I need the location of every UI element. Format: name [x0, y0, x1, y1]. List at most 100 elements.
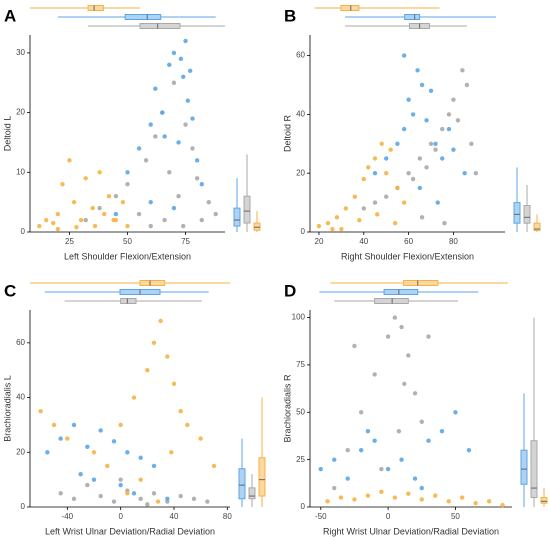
point: [45, 450, 50, 455]
point: [181, 74, 186, 79]
point: [459, 495, 465, 500]
point: [183, 38, 188, 44]
x-box: [340, 5, 360, 11]
point: [58, 436, 63, 441]
y-tick-label: 60: [296, 51, 305, 60]
point: [428, 141, 434, 146]
point: [345, 476, 350, 481]
point: [338, 495, 344, 500]
point: [85, 482, 90, 488]
point: [194, 158, 200, 163]
point: [176, 140, 181, 145]
point: [439, 429, 445, 434]
point: [385, 334, 391, 339]
point: [419, 215, 425, 220]
y-tick-label: 0: [301, 227, 306, 236]
x-tick-label: 20: [315, 237, 324, 246]
point: [171, 50, 177, 56]
point: [415, 68, 420, 73]
point: [178, 56, 184, 62]
point: [138, 477, 143, 482]
point: [372, 372, 377, 377]
point: [446, 112, 452, 117]
y-tick-label: 0: [21, 227, 26, 236]
point: [205, 499, 210, 504]
x-tick-label: 80: [449, 237, 458, 246]
point: [211, 463, 217, 469]
point: [428, 88, 434, 94]
y-tick-label: 20: [16, 108, 25, 117]
point: [138, 455, 143, 460]
point: [136, 146, 142, 151]
point: [358, 447, 364, 453]
point: [361, 206, 366, 211]
point: [91, 450, 97, 455]
point: [160, 110, 165, 115]
point: [185, 422, 190, 428]
y-box: [253, 222, 261, 231]
point: [118, 422, 123, 428]
point: [343, 206, 349, 211]
point: [399, 457, 404, 462]
point: [332, 485, 337, 491]
y-box: [530, 440, 538, 499]
point: [372, 156, 378, 161]
y-tick-label: 100: [292, 313, 306, 322]
point: [440, 156, 445, 161]
point: [67, 158, 72, 163]
point: [388, 147, 393, 152]
point: [325, 220, 331, 226]
point: [97, 205, 102, 211]
point: [162, 217, 167, 223]
x-box: [139, 280, 166, 286]
point: [412, 476, 418, 481]
point: [83, 217, 88, 223]
point: [55, 211, 61, 217]
point: [433, 141, 438, 146]
x-tick-label: 0: [118, 512, 123, 521]
point: [131, 491, 137, 496]
x-box: [87, 5, 104, 11]
point: [97, 170, 102, 175]
point: [190, 146, 195, 151]
point: [44, 217, 49, 223]
point: [178, 409, 183, 414]
point: [372, 438, 377, 443]
point: [406, 491, 411, 496]
point: [78, 217, 84, 223]
point: [38, 409, 43, 414]
point: [125, 170, 130, 175]
point: [85, 444, 90, 450]
point: [199, 217, 204, 223]
x-box: [374, 298, 409, 304]
point: [171, 381, 177, 387]
y-box: [238, 468, 246, 500]
point: [379, 141, 384, 146]
point: [384, 170, 389, 176]
point: [111, 439, 117, 444]
point: [330, 226, 335, 232]
y-axis-label: Deltoid R: [282, 114, 292, 152]
point: [357, 218, 362, 223]
point: [365, 429, 371, 434]
point: [185, 98, 191, 103]
point: [453, 410, 458, 415]
y-tick-label: 40: [16, 393, 25, 402]
point: [372, 200, 378, 205]
point: [410, 112, 416, 117]
point: [148, 122, 153, 127]
point: [424, 165, 429, 170]
point: [187, 68, 193, 74]
x-tick-label: 80: [223, 512, 232, 521]
y-box: [533, 222, 541, 232]
point: [120, 199, 126, 205]
point: [462, 170, 467, 176]
point: [473, 170, 479, 176]
x-box: [124, 14, 162, 20]
x-axis-label: Left Wrist Ulnar Deviation/Radial Deviat…: [45, 526, 215, 536]
point: [83, 176, 88, 181]
x-tick-label: 40: [170, 512, 179, 521]
point: [401, 126, 407, 132]
point: [451, 147, 456, 152]
